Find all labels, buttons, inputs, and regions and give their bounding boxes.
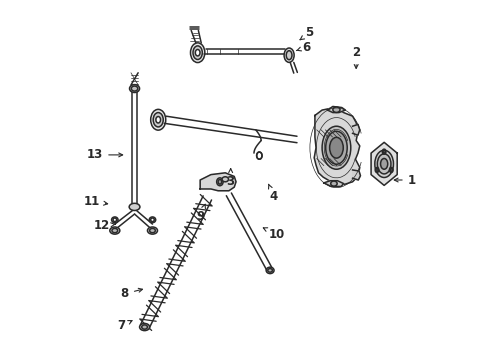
Text: 3: 3 bbox=[226, 169, 235, 188]
Ellipse shape bbox=[218, 180, 221, 184]
Polygon shape bbox=[314, 108, 360, 184]
Polygon shape bbox=[204, 49, 286, 59]
Text: 5: 5 bbox=[300, 27, 314, 40]
Text: 10: 10 bbox=[263, 228, 285, 241]
Ellipse shape bbox=[375, 167, 379, 172]
Ellipse shape bbox=[257, 152, 262, 159]
Ellipse shape bbox=[131, 86, 138, 91]
Text: 13: 13 bbox=[87, 148, 122, 161]
Ellipse shape bbox=[286, 51, 292, 60]
Ellipse shape bbox=[331, 181, 337, 186]
Ellipse shape bbox=[375, 150, 393, 177]
Ellipse shape bbox=[377, 154, 391, 174]
Ellipse shape bbox=[149, 228, 155, 233]
Ellipse shape bbox=[284, 48, 294, 62]
Ellipse shape bbox=[217, 178, 223, 186]
Ellipse shape bbox=[330, 137, 343, 158]
Ellipse shape bbox=[222, 177, 228, 182]
Ellipse shape bbox=[113, 218, 117, 222]
Ellipse shape bbox=[193, 46, 202, 59]
Ellipse shape bbox=[390, 167, 393, 172]
Polygon shape bbox=[353, 170, 361, 180]
Polygon shape bbox=[327, 107, 345, 113]
Ellipse shape bbox=[151, 218, 154, 222]
Text: 9: 9 bbox=[196, 204, 205, 223]
Text: 1: 1 bbox=[394, 174, 416, 186]
Polygon shape bbox=[353, 125, 360, 135]
Ellipse shape bbox=[381, 158, 388, 169]
Ellipse shape bbox=[383, 150, 385, 153]
Text: 11: 11 bbox=[84, 195, 108, 208]
Ellipse shape bbox=[266, 267, 274, 274]
Ellipse shape bbox=[326, 131, 347, 164]
Ellipse shape bbox=[112, 217, 118, 223]
Ellipse shape bbox=[196, 49, 200, 56]
Ellipse shape bbox=[382, 149, 386, 154]
Text: 2: 2 bbox=[352, 46, 360, 68]
Ellipse shape bbox=[390, 168, 392, 171]
Ellipse shape bbox=[151, 109, 166, 130]
Ellipse shape bbox=[156, 117, 161, 123]
Ellipse shape bbox=[376, 168, 378, 171]
Text: 12: 12 bbox=[94, 219, 115, 233]
Ellipse shape bbox=[153, 113, 163, 127]
Ellipse shape bbox=[333, 107, 340, 112]
Text: 7: 7 bbox=[117, 319, 132, 332]
Ellipse shape bbox=[110, 227, 120, 234]
Ellipse shape bbox=[140, 323, 149, 330]
Ellipse shape bbox=[112, 228, 118, 233]
Ellipse shape bbox=[129, 85, 140, 93]
Text: 6: 6 bbox=[296, 41, 310, 54]
Ellipse shape bbox=[322, 126, 351, 169]
Ellipse shape bbox=[147, 227, 157, 234]
Polygon shape bbox=[324, 181, 343, 186]
Polygon shape bbox=[200, 173, 236, 191]
Ellipse shape bbox=[191, 43, 205, 63]
Ellipse shape bbox=[149, 217, 156, 223]
Polygon shape bbox=[371, 142, 397, 185]
Polygon shape bbox=[164, 116, 298, 143]
Ellipse shape bbox=[142, 325, 147, 329]
Text: 4: 4 bbox=[269, 184, 278, 203]
Ellipse shape bbox=[268, 269, 272, 272]
Text: 8: 8 bbox=[121, 287, 143, 300]
Ellipse shape bbox=[129, 203, 140, 211]
